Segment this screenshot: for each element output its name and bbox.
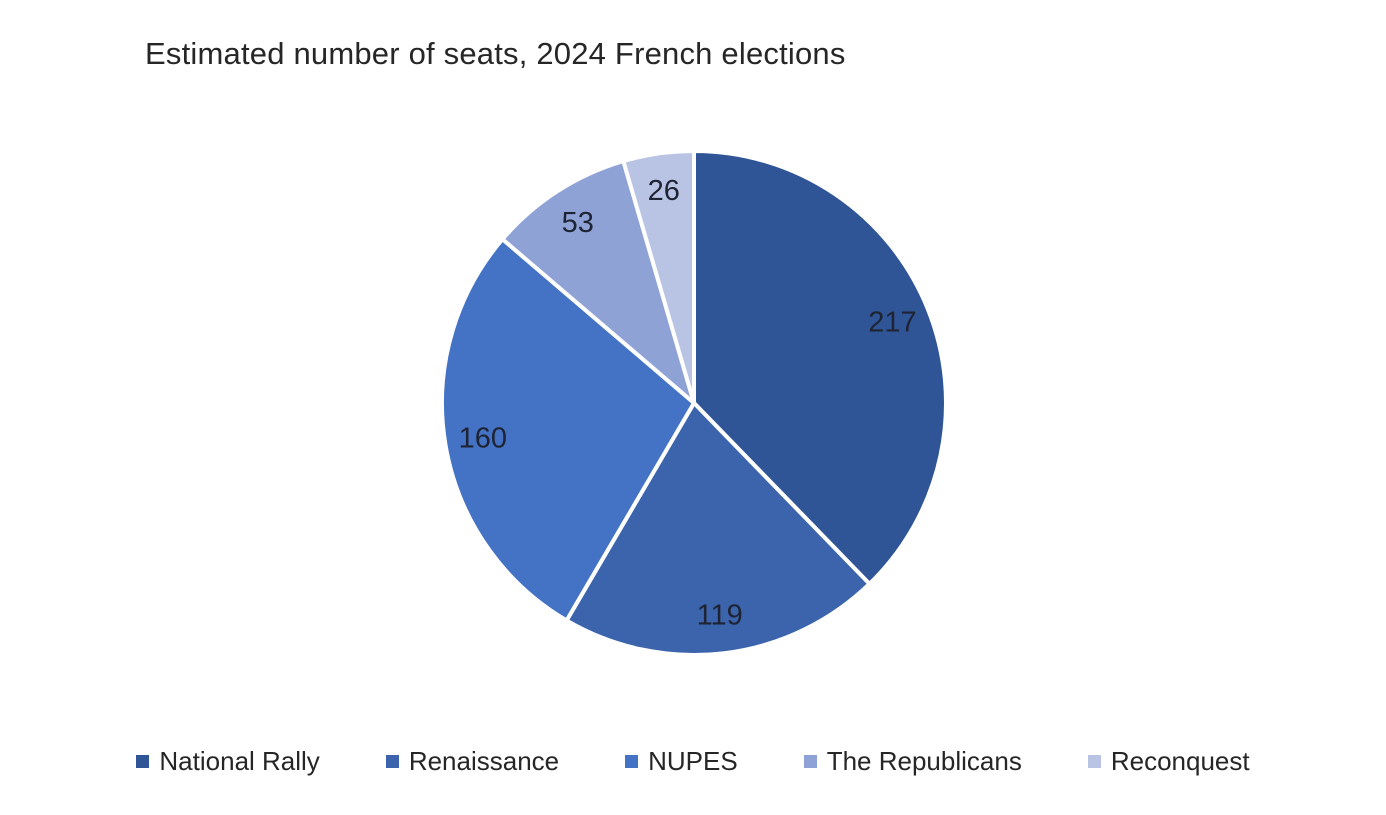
data-label-nupes: 160 [459,423,507,455]
legend-label: Reconquest [1110,746,1250,776]
data-label-the-republicans: 53 [562,207,594,239]
pie-slice-reconquest[interactable] [621,149,696,405]
data-label-national-rally: 217 [868,307,916,339]
legend-item-reconquest[interactable]: Reconquest [1087,746,1250,777]
legend-marker-renaissance [385,755,399,768]
legend-marker-nupes [625,755,639,768]
legend-item-the-republicans[interactable]: The Republicans [803,746,1022,777]
legend-item-nupes[interactable]: NUPES [625,746,738,777]
legend-label: NUPES [648,746,738,776]
chart-title: Estimated number of seats, 2024 French e… [145,36,846,71]
legend-marker-the-republicans [803,755,817,768]
legend-label: The Republicans [826,746,1022,776]
data-label-reconquest: 26 [648,175,680,207]
legend-label: National Rally [159,746,320,776]
legend-item-renaissance[interactable]: Renaissance [385,746,560,777]
legend-marker-national-rally [136,755,150,768]
pie-slice-nupes[interactable] [440,237,696,623]
legend-item-national-rally[interactable]: National Rally [136,746,320,777]
legend-label: Renaissance [408,746,560,776]
data-label-renaissance: 119 [697,600,743,632]
pie-slice-the-republicans[interactable] [500,159,696,405]
pie-slice-renaissance[interactable] [564,401,872,657]
legend-marker-reconquest [1087,755,1101,768]
chart-legend: National Rally Renaissance NUPES The Rep… [0,746,1386,777]
pie-slice-national-rally[interactable] [692,149,948,586]
